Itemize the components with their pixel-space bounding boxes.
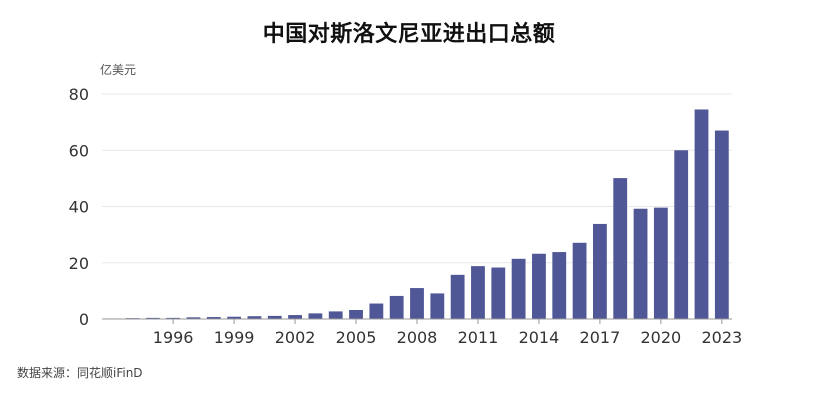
bar-2014 [532, 253, 546, 319]
bar-2013 [511, 258, 526, 319]
bar-2017 [592, 223, 607, 319]
x-tick-label: 2011 [458, 328, 499, 347]
x-tick-label: 2017 [580, 328, 621, 347]
bar-2020 [653, 207, 668, 319]
bar-2007 [389, 295, 404, 319]
bar-2018 [613, 178, 628, 319]
bar-1995 [145, 317, 160, 319]
ticks-layer: 0 20 40 60 80 1996 1999 2002 2005 2008 2011 2014 201… [69, 85, 743, 347]
x-tick-label: 2005 [336, 328, 377, 347]
bar-1996 [166, 317, 181, 319]
bar-2023 [714, 130, 729, 319]
bar-2002 [288, 315, 302, 319]
bar-2021 [674, 150, 689, 319]
y-tick-label: 60 [69, 141, 89, 160]
x-tick-label: 1996 [153, 328, 194, 347]
x-tick-label: 2020 [641, 328, 682, 347]
x-tick-label: 2008 [397, 328, 438, 347]
bar-2010 [450, 274, 465, 319]
bars-layer [105, 109, 729, 319]
x-tick-label: 2014 [519, 328, 560, 347]
y-tick-label: 80 [69, 85, 89, 104]
bar-2011 [471, 266, 485, 319]
y-tick-label: 40 [69, 198, 89, 217]
bar-2003 [308, 313, 323, 319]
bar-2019 [633, 208, 648, 319]
bar-2009 [430, 293, 445, 319]
bar-2022 [694, 109, 709, 319]
bar-2008 [410, 288, 424, 319]
x-tick-label: 2002 [275, 328, 316, 347]
source-note: 数据来源：同花顺iFinD [17, 366, 143, 380]
y-tick-label: 20 [69, 254, 89, 273]
bar-2004 [328, 311, 343, 319]
bar-2012 [491, 267, 506, 319]
x-tick-label: 2023 [701, 328, 742, 347]
bar-2001 [267, 315, 282, 319]
bar-2005 [349, 310, 363, 319]
y-tick-label: 0 [79, 310, 89, 329]
bar-1998 [206, 317, 221, 319]
bar-2015 [552, 252, 567, 319]
bar-2006 [369, 303, 384, 319]
x-tick-label: 1999 [214, 328, 255, 347]
bar-2000 [247, 316, 262, 319]
chart-title: 中国对斯洛文尼亚进出口总额 [262, 22, 556, 47]
bar-1999 [227, 316, 242, 319]
y-axis-unit-label: 亿美元 [100, 63, 137, 77]
bar-2016 [572, 242, 587, 319]
bar-1997 [186, 317, 201, 319]
